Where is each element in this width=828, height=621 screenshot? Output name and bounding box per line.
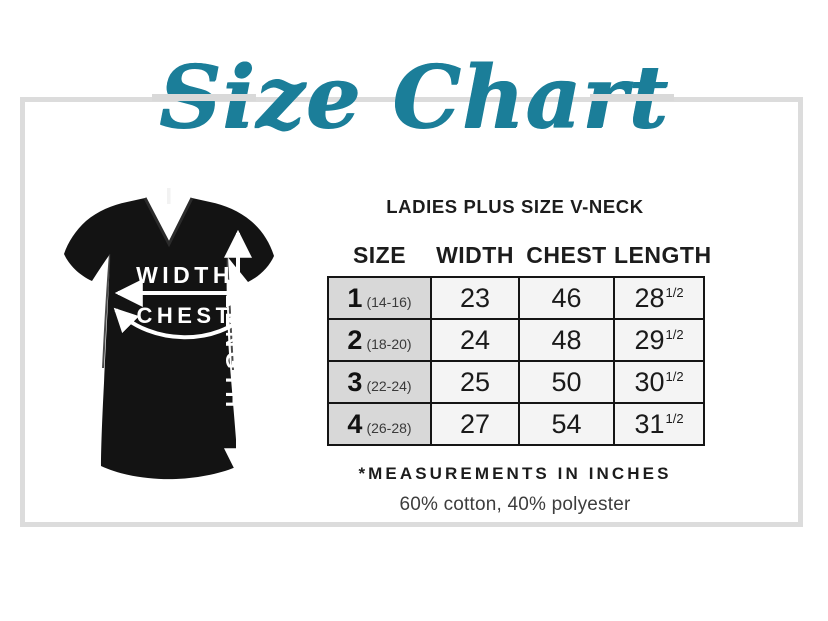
cell-width: 24	[430, 318, 520, 362]
cell-length: 301/2	[613, 360, 705, 404]
size-range: (18-20)	[366, 335, 412, 352]
table-row: 1 (14-16) 23 46 281/2	[327, 276, 705, 320]
title-rule-left	[152, 94, 256, 101]
chart-frame-border	[20, 97, 803, 527]
table-row: 2 (18-20) 24 48 291/2	[327, 318, 705, 362]
cell-length: 281/2	[613, 276, 705, 320]
size-number: 2	[347, 324, 363, 355]
size-number: 3	[347, 366, 363, 397]
size-range: (14-16)	[366, 293, 412, 310]
cell-size: 4 (26-28)	[327, 402, 432, 446]
length-label: LENGTH	[221, 294, 246, 411]
size-chart-table: SIZE WIDTH CHEST LENGTH 1 (14-16) 23 46 2…	[327, 242, 712, 446]
length-whole: 29	[634, 324, 665, 355]
cell-width: 25	[430, 360, 520, 404]
cell-length: 311/2	[613, 402, 705, 446]
width-label: WIDTH	[136, 262, 234, 288]
size-number: 4	[347, 408, 363, 439]
table-header-row: SIZE WIDTH CHEST LENGTH	[328, 242, 712, 277]
product-title: LADIES PLUS SIZE V-NECK	[386, 196, 644, 217]
table-row: 4 (26-28) 27 54 311/2	[327, 402, 705, 446]
cell-size: 2 (18-20)	[327, 318, 432, 362]
fabric-note: 60% cotton, 40% polyester	[399, 494, 631, 515]
table-row: 3 (22-24) 25 50 301/2	[327, 360, 705, 404]
length-fraction: 1/2	[665, 368, 684, 384]
cell-width: 23	[430, 276, 520, 320]
length-whole: 28	[634, 282, 665, 313]
column-header-width: WIDTH	[436, 242, 514, 268]
length-fraction: 1/2	[665, 410, 684, 426]
cell-length: 291/2	[613, 318, 705, 362]
cell-chest: 50	[518, 360, 615, 404]
cell-size: 1 (14-16)	[327, 276, 432, 320]
measurement-note: *MEASUREMENTS IN INCHES	[358, 464, 672, 483]
length-whole: 30	[634, 366, 665, 397]
tshirt-illustration: WIDTH CHEST LENGTH	[52, 178, 282, 498]
column-header-length: LENGTH	[614, 242, 712, 268]
column-header-chest: CHEST	[526, 242, 607, 268]
chest-label: CHEST	[136, 303, 233, 328]
cell-size: 3 (22-24)	[327, 360, 432, 404]
cell-chest: 48	[518, 318, 615, 362]
cell-chest: 54	[518, 402, 615, 446]
size-number: 1	[347, 282, 363, 313]
length-fraction: 1/2	[665, 284, 684, 300]
column-header-size: SIZE	[352, 242, 407, 268]
cell-chest: 46	[518, 276, 615, 320]
length-whole: 31	[634, 408, 665, 439]
length-fraction: 1/2	[665, 326, 684, 342]
size-table-panel: LADIES PLUS SIZE V-NECK SIZE WIDTH CHEST…	[327, 196, 712, 516]
size-range: (26-28)	[366, 419, 412, 436]
cell-width: 27	[430, 402, 520, 446]
size-range: (22-24)	[366, 377, 412, 394]
title-rule-right	[590, 94, 674, 101]
